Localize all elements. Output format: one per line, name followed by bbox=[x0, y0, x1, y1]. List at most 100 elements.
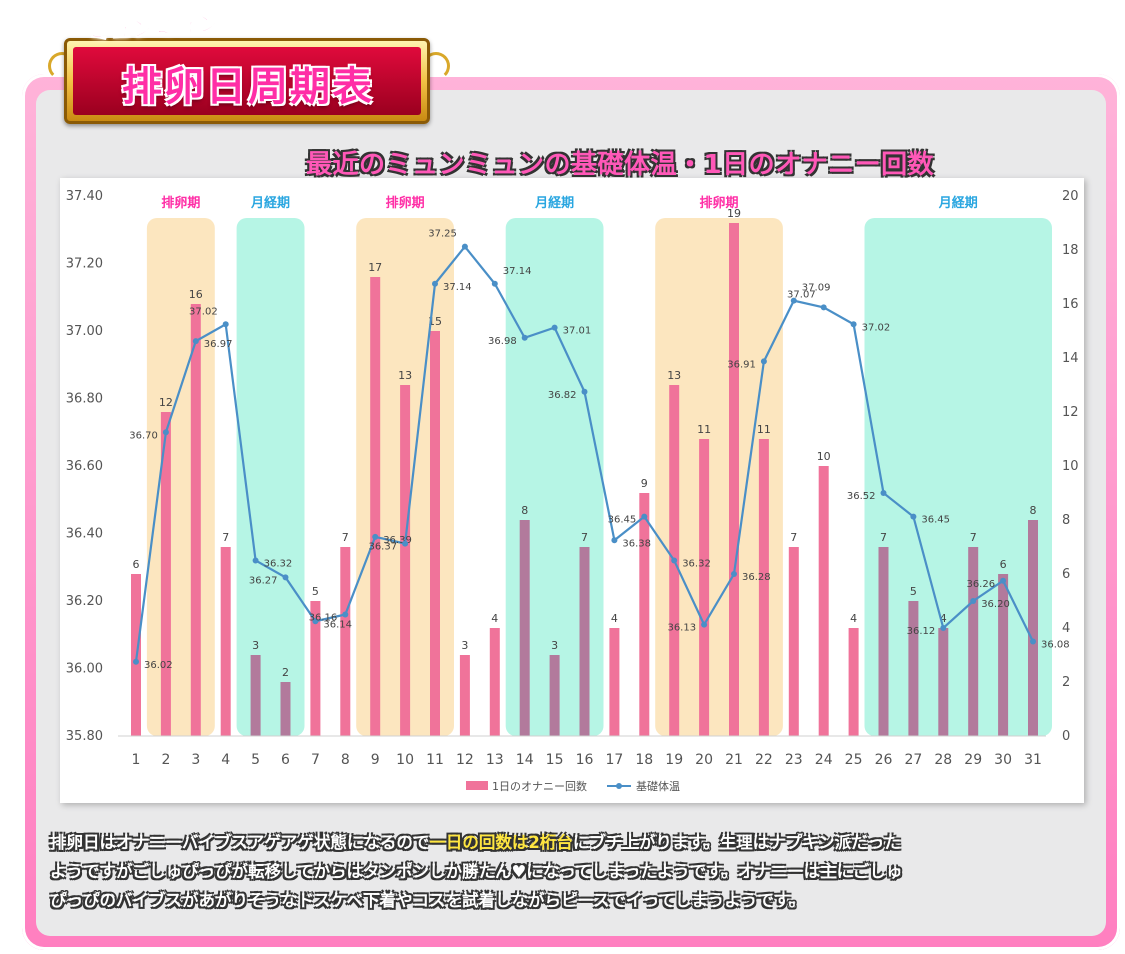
bar bbox=[938, 628, 949, 736]
temperature-point bbox=[133, 658, 139, 665]
temperature-point bbox=[252, 557, 259, 564]
temperature-label: 36.20 bbox=[981, 599, 1010, 610]
x-tick-label: 26 bbox=[875, 752, 893, 768]
x-tick-label: 25 bbox=[845, 752, 863, 768]
bar-value-label: 16 bbox=[189, 288, 203, 301]
bar bbox=[579, 547, 590, 736]
temperature-point bbox=[940, 625, 947, 631]
bar bbox=[250, 655, 261, 736]
x-tick-label: 21 bbox=[725, 752, 743, 768]
x-tick-label: 15 bbox=[546, 752, 564, 768]
x-tick-label: 8 bbox=[341, 752, 350, 768]
temperature-label: 36.45 bbox=[921, 515, 950, 526]
temperature-label: 36.13 bbox=[667, 623, 696, 634]
bar-value-label: 10 bbox=[817, 450, 831, 463]
x-tick-label: 7 bbox=[311, 752, 320, 768]
x-tick-label: 23 bbox=[785, 752, 803, 768]
bar-value-label: 7 bbox=[581, 531, 588, 544]
temperature-label: 36.27 bbox=[249, 575, 278, 586]
caption-line1-a: 排卵日はオナニーバイブスアゲアゲ状態になるので bbox=[50, 833, 430, 852]
bar-value-label: 13 bbox=[667, 369, 681, 382]
bar bbox=[549, 655, 560, 736]
bar-value-label: 4 bbox=[850, 612, 857, 625]
bar bbox=[818, 466, 829, 736]
temperature-label: 36.39 bbox=[383, 535, 412, 546]
temperature-point bbox=[491, 280, 498, 287]
bar-value-label: 9 bbox=[641, 477, 648, 490]
bar-value-label: 7 bbox=[222, 531, 229, 544]
legend-swatch-bars bbox=[466, 781, 488, 790]
temperature-label: 36.45 bbox=[608, 515, 637, 526]
bar-value-label: 7 bbox=[880, 531, 887, 544]
temperature-label: 36.70 bbox=[129, 430, 158, 441]
x-tick-label: 30 bbox=[994, 752, 1012, 768]
bar-value-label: 11 bbox=[757, 423, 771, 436]
bar bbox=[220, 547, 231, 736]
band-menstruation-3 bbox=[505, 218, 604, 736]
x-tick-label: 9 bbox=[371, 752, 380, 768]
right-tick-label: 6 bbox=[1062, 567, 1070, 582]
bar-value-label: 8 bbox=[521, 504, 528, 517]
band-ovulation-4 bbox=[655, 218, 783, 736]
temperature-point bbox=[581, 388, 588, 395]
bar-value-label: 17 bbox=[368, 261, 382, 274]
temperature-label: 36.52 bbox=[847, 491, 876, 502]
x-tick-label: 18 bbox=[635, 752, 653, 768]
temperature-point bbox=[312, 618, 319, 625]
temperature-point bbox=[701, 621, 708, 628]
temperature-label: 36.26 bbox=[966, 579, 995, 590]
temperature-point bbox=[372, 533, 379, 540]
x-tick-label: 5 bbox=[251, 752, 260, 768]
title-banner: ミュンミュン 排卵日周期表 bbox=[4, 4, 484, 124]
right-tick-label: 18 bbox=[1062, 243, 1079, 258]
bar bbox=[788, 547, 799, 736]
temperature-point bbox=[731, 571, 737, 577]
temperature-label: 36.14 bbox=[323, 619, 352, 630]
bar bbox=[1028, 520, 1038, 736]
temperature-label: 36.32 bbox=[682, 559, 711, 570]
line-layer: 36.02 36.70 36.97 37.02 36.32 36.27 36.1436.16… bbox=[129, 229, 1069, 671]
bar bbox=[160, 412, 171, 736]
bar bbox=[998, 574, 1009, 736]
temperature-label: 37.14 bbox=[503, 266, 532, 277]
temperature-point bbox=[611, 537, 618, 544]
bar bbox=[639, 493, 650, 736]
right-tick-label: 12 bbox=[1062, 405, 1079, 420]
ornament-left bbox=[48, 52, 76, 80]
temperature-label: 37.01 bbox=[563, 326, 592, 337]
band-ovulation-0 bbox=[146, 218, 215, 736]
bar bbox=[968, 547, 979, 736]
bar bbox=[400, 385, 411, 736]
x-tick-label: 6 bbox=[281, 752, 290, 768]
x-tick-label: 3 bbox=[191, 752, 200, 768]
temperature-point bbox=[342, 611, 349, 618]
right-tick-label: 0 bbox=[1062, 729, 1070, 744]
temperature-point bbox=[282, 574, 289, 581]
temperature-point bbox=[910, 513, 917, 520]
band-label-menstruation: 月経期 bbox=[534, 195, 574, 211]
x-tick-label: 31 bbox=[1024, 752, 1042, 768]
bar bbox=[878, 547, 889, 736]
left-tick-label: 36.00 bbox=[66, 662, 103, 677]
bar bbox=[190, 304, 201, 736]
temperature-point bbox=[402, 540, 409, 547]
band-menstruation-5 bbox=[864, 218, 1052, 736]
temperature-label: 37.07 bbox=[787, 289, 816, 300]
bar bbox=[699, 439, 710, 736]
bar bbox=[758, 439, 769, 736]
temperature-point bbox=[880, 490, 887, 496]
x-tick-label: 19 bbox=[665, 752, 683, 768]
temperature-label: 36.38 bbox=[622, 538, 651, 549]
right-tick-label: 16 bbox=[1062, 297, 1079, 312]
right-tick-label: 10 bbox=[1062, 459, 1079, 474]
temperature-label: 36.98 bbox=[488, 336, 517, 347]
temperature-label: 37.02 bbox=[862, 322, 891, 333]
temperature-label: 36.91 bbox=[727, 359, 756, 370]
bar bbox=[489, 628, 500, 736]
temperature-point bbox=[192, 338, 199, 345]
temperature-label: 36.08 bbox=[1041, 640, 1070, 651]
left-tick-label: 36.60 bbox=[66, 459, 103, 474]
x-tick-label: 16 bbox=[576, 752, 594, 768]
bar bbox=[848, 628, 859, 736]
